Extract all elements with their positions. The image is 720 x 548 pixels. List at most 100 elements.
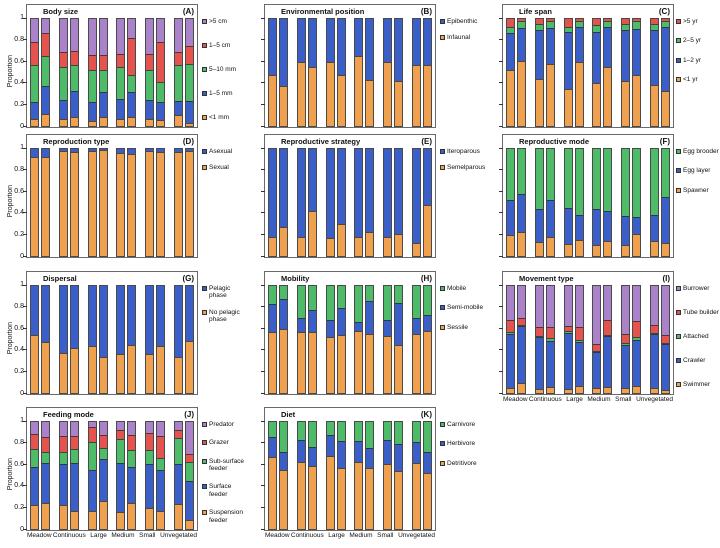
- stacked-bar: [545, 148, 555, 257]
- bar-segment-sexual: [174, 152, 182, 256]
- stacked-bar: [354, 285, 364, 394]
- stacked-bar: [87, 421, 97, 530]
- bar-segment-2-5-yr: [507, 26, 514, 33]
- bar-segment-5-10-mm: [70, 65, 78, 91]
- bar-segment--5-cm: [59, 19, 67, 53]
- legend-item: Crawler: [676, 357, 720, 364]
- panel-title: Mobility: [281, 274, 310, 283]
- y-axis-tick: [261, 60, 265, 62]
- bar-segment-spawner: [593, 245, 601, 256]
- bar-segment-1-5-cm: [88, 55, 96, 71]
- bar-group-small: [621, 18, 642, 127]
- bar-segment-asexual: [146, 149, 154, 152]
- y-axis-tick: [499, 82, 503, 84]
- stacked-bar: [506, 18, 515, 127]
- bar-segment-sub-surface-feeder: [146, 449, 154, 464]
- y-axis-tick: [23, 327, 27, 329]
- stacked-bar: [411, 421, 421, 530]
- bar-segment-epibenthic: [297, 19, 305, 62]
- y-axis-tick-label: 0.4: [14, 482, 24, 490]
- bar-segment-grazer: [31, 433, 38, 449]
- legend-label: >5 yr: [683, 18, 698, 25]
- bar-segment-iteroparous: [412, 149, 420, 244]
- bar-segment-surface-feeder: [174, 463, 182, 505]
- bars-area: [265, 18, 435, 127]
- bar-group-unvegetated: [173, 18, 194, 127]
- legend-item: Predator: [202, 421, 246, 428]
- y-axis-tick: [23, 148, 27, 149]
- bar-segment-mobile: [355, 286, 363, 323]
- bar-segment-2-5-yr: [604, 21, 612, 27]
- legend-swatch-orange-icon: [440, 460, 445, 466]
- bar-segment-sessile: [337, 335, 345, 393]
- stacked-bar: [621, 285, 631, 394]
- bar-segment-1-5-cm: [117, 54, 125, 68]
- stacked-bar: [354, 148, 364, 257]
- bar-segment--5-yr: [507, 19, 514, 27]
- x-category-cell: Meadow: [265, 532, 290, 539]
- bar-segment-suspension-feeder: [185, 520, 193, 529]
- bar-group-small: [145, 421, 166, 530]
- plot-area: [261, 285, 435, 394]
- bar-segment-predator: [174, 422, 182, 430]
- legend-label: Predator: [209, 421, 234, 428]
- bar-segment-asexual: [42, 149, 49, 157]
- stacked-bar: [660, 285, 670, 394]
- bar-segment-egg-brooder: [518, 149, 525, 194]
- bar-segment-crawler: [507, 334, 514, 388]
- bars-area: [503, 285, 673, 394]
- legend-swatch-blue-icon: [440, 149, 445, 154]
- bar-segment--1-mm: [157, 119, 165, 126]
- bar-segment-epibenthic: [326, 19, 334, 62]
- legend-label: Infaunal: [447, 34, 471, 42]
- bar-segment-sub-surface-feeder: [42, 451, 49, 463]
- bar-segment-iteroparous: [308, 149, 316, 212]
- bar-segment-no-pelagic-phase: [185, 340, 193, 393]
- bar-segment-2-5-yr: [661, 21, 669, 27]
- legend-item: Mobile: [440, 285, 484, 292]
- bar-segment-semelparous: [355, 236, 363, 256]
- panel-letter: (D): [182, 137, 194, 146]
- bar-segment-herbivore: [297, 440, 305, 462]
- bar-segment-infaunal: [366, 80, 374, 126]
- bar-segment--5-yr: [518, 19, 525, 22]
- stacked-bar: [336, 421, 346, 530]
- panel-letter: (H): [420, 274, 432, 283]
- bars-area: [27, 421, 197, 530]
- panel-title: Dispersal: [43, 274, 77, 283]
- panel-titlebar: Reproduction type (D): [27, 135, 197, 148]
- y-axis-tick: [23, 126, 27, 127]
- stacked-bar: [184, 18, 194, 127]
- y-axis-tick: [499, 168, 503, 170]
- bar-segment-epibenthic: [384, 19, 392, 62]
- bar-segment-tube-builder: [507, 320, 514, 333]
- stacked-bar: [58, 148, 68, 257]
- panel-g: Dispersal (G) 0 0.2 0.4 0.6 0.8 1: [14, 271, 198, 397]
- stacked-bar: [127, 148, 137, 257]
- stacked-bar: [145, 421, 155, 530]
- panel-b: Environmental position (B): [261, 4, 436, 128]
- bar-segment-burrower: [593, 286, 601, 344]
- bar-segment-5-10-mm: [117, 67, 125, 100]
- bar-group-large: [87, 18, 108, 127]
- bar-segment--1-yr: [535, 78, 543, 126]
- bars-area: [27, 18, 197, 127]
- bar-segment-detritivore: [355, 461, 363, 529]
- bar-segment-sexual: [146, 151, 154, 256]
- panel-e: Reproductive strategy (E): [261, 134, 436, 258]
- y-axis-tick: [499, 60, 503, 62]
- legend-label: Tube builder: [683, 308, 719, 316]
- bar-segment-attached: [518, 324, 525, 326]
- y-axis-tick: [261, 148, 265, 149]
- legend-label: 1–5 cm: [209, 41, 231, 49]
- bar-segment-tube-builder: [633, 321, 641, 338]
- y-axis-tick: [23, 18, 27, 19]
- stacked-bar: [58, 18, 68, 127]
- bar-segment-1-5-cm: [59, 52, 67, 68]
- legend-label: >5 cm: [209, 18, 227, 25]
- bar-segment--1-mm: [70, 117, 78, 126]
- bar-segment-2-5-yr: [575, 21, 583, 27]
- bar-segment-pelagic-phase: [88, 286, 96, 346]
- legend-swatch-blue-icon: [202, 90, 207, 96]
- bar-segment-herbivore: [355, 441, 363, 462]
